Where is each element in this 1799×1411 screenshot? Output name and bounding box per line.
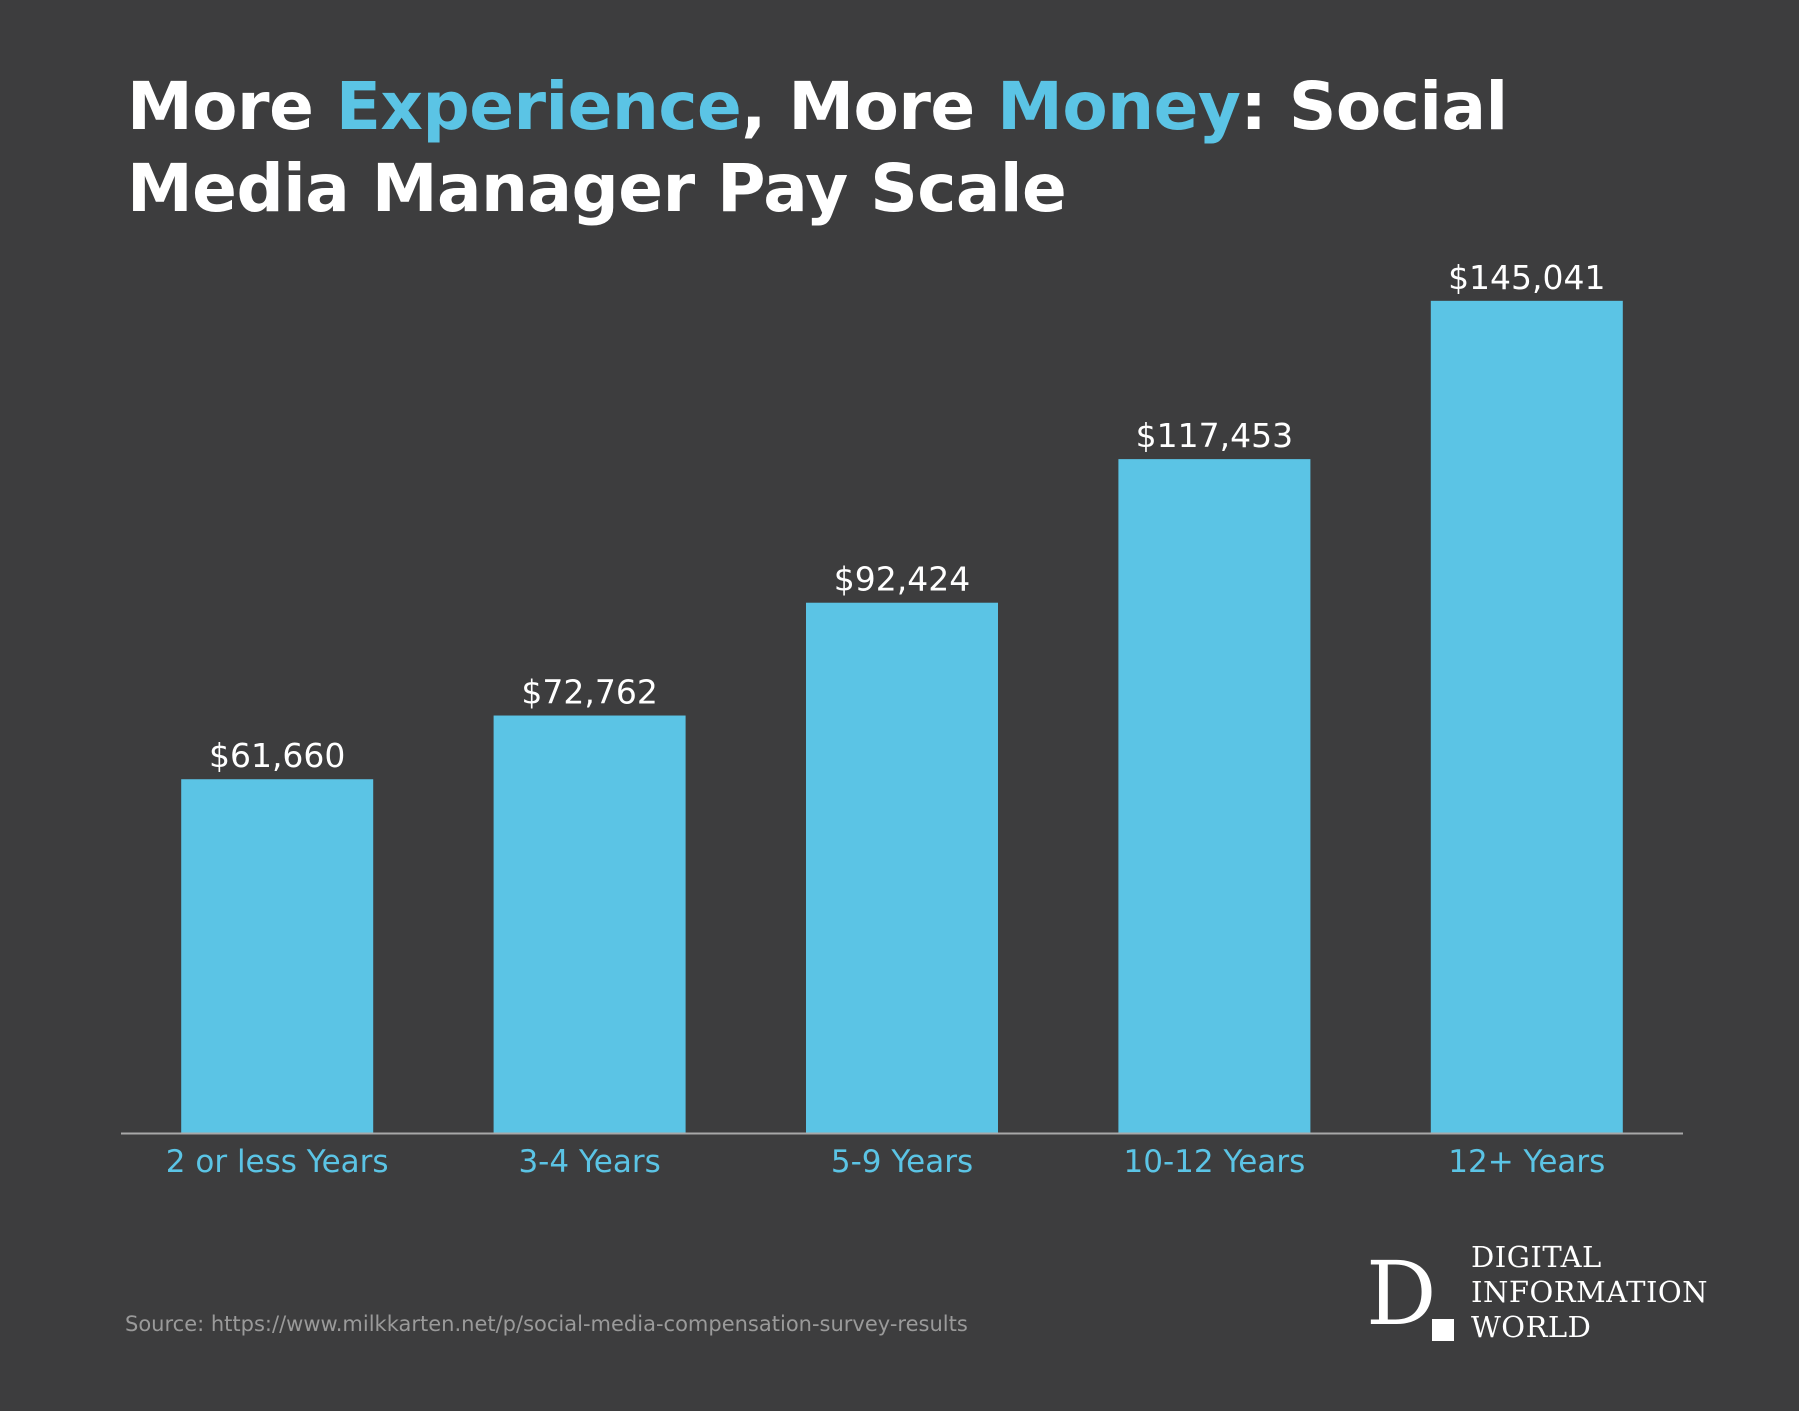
category-label-3: 5-9 Years [831,1144,973,1180]
category-label-4: 10-12 Years [1124,1144,1306,1180]
category-labels-group: 2 or less Years 3-4 Years 5-9 Years 10-12 Y… [166,1144,1606,1180]
bar-1 [181,779,374,1133]
logo-letter: D [1366,1242,1437,1345]
title-text: , More [741,68,998,145]
bar-3 [806,602,998,1133]
bar-5 [1430,300,1623,1133]
title-text: More [127,68,336,145]
value-label-4: $117,453 [1136,416,1293,455]
brand-logo: D DIGITAL INFORMATION WORLD [1366,1238,1708,1348]
title-accent-text: Money [997,68,1241,145]
value-label-5: $145,041 [1448,258,1605,297]
category-label-2: 3-4 Years [518,1144,660,1180]
source-note: Source: https://www.milkkarten.net/p/soc… [125,1312,968,1336]
title-accent-text: Experience [335,68,742,145]
bar-4 [1118,459,1311,1133]
value-label-1: $61,660 [209,736,345,775]
chart-title: More Experience, More Money: Social Medi… [127,66,1687,230]
value-label-2: $72,762 [521,673,657,712]
category-label-5: 12+ Years [1448,1144,1605,1180]
bars-group [181,300,1623,1133]
logo-line-2: INFORMATION [1471,1275,1709,1309]
logo-line-3: WORLD [1471,1310,1592,1344]
logo-square-icon [1432,1319,1454,1341]
logo-wordmark: DIGITAL INFORMATION WORLD [1471,1240,1708,1345]
value-labels-group: $61,660 $72,762 $92,424 $117,453 $145,041 [209,258,1606,775]
category-label-1: 2 or less Years [166,1144,389,1180]
logo-line-1: DIGITAL [1471,1240,1602,1274]
title-text: : Social Media Manager Pay Scale [127,68,1508,227]
bar-chart: $61,660 $72,762 $92,424 $117,453 $145,041 2 … [121,258,1683,1180]
bar-2 [493,715,686,1133]
logo-d-mark-icon: D [1366,1242,1454,1345]
value-label-3: $92,424 [834,560,970,599]
